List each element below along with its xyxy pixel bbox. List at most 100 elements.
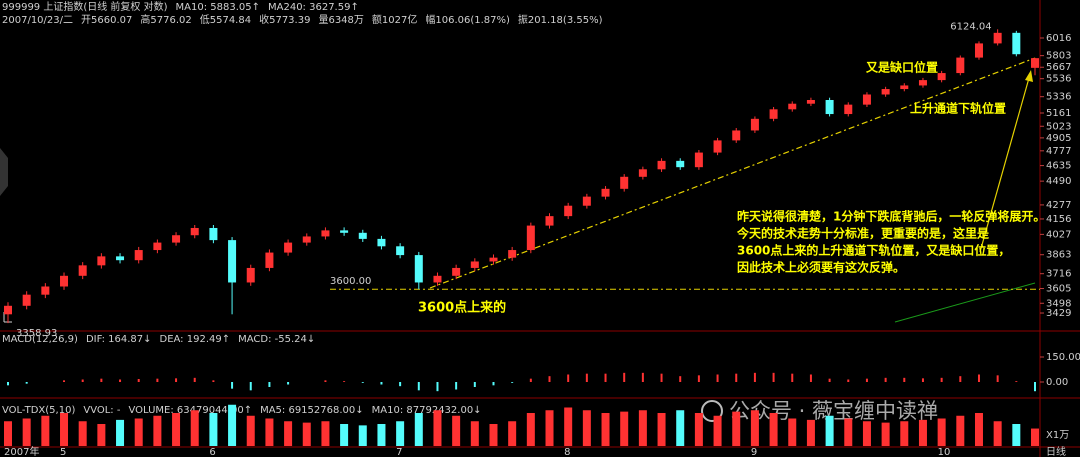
- candle-body: [452, 267, 461, 276]
- volume-bar: [825, 415, 834, 446]
- candle-body: [993, 32, 1002, 44]
- header-item: MA10: 5883.05↑: [176, 2, 260, 13]
- candle-body: [657, 160, 666, 170]
- volume-bar: [582, 410, 591, 446]
- candle-body: [844, 104, 853, 115]
- candle-body: [209, 227, 218, 241]
- y-tick-label: 4635: [1046, 161, 1071, 172]
- candle-body: [676, 160, 685, 168]
- volume-bar: [60, 413, 69, 446]
- candle-body: [78, 265, 87, 276]
- volume-bar: [713, 415, 722, 446]
- x-tick-label: 6: [209, 447, 215, 457]
- annotation: 3600点上来的: [418, 300, 506, 316]
- x-tick-label: 10: [938, 447, 951, 457]
- volume-bar: [750, 410, 759, 446]
- volume-bar: [116, 419, 125, 446]
- header-item: MA5: 69152768.00↓: [260, 405, 364, 416]
- volume-bar: [284, 421, 293, 446]
- volume-bar: [881, 422, 890, 446]
- commentary: 3600点上来的上升通道下轨位置，又是缺口位置，: [737, 243, 1010, 258]
- y-tick-label: 3498: [1046, 298, 1071, 309]
- volume-bar: [489, 424, 498, 446]
- volume-bar: [788, 418, 797, 446]
- candle-body: [881, 89, 890, 95]
- volume-bar: [228, 404, 237, 446]
- header-item: DEA: 192.49↑: [160, 334, 231, 345]
- x-tick-label: 5: [60, 447, 66, 457]
- volume-bar: [1012, 424, 1021, 446]
- volume-bar: [265, 418, 274, 446]
- candle-body: [489, 257, 498, 262]
- volume-bar: [918, 419, 927, 446]
- volume-bar: [974, 413, 983, 446]
- candle-body: [545, 216, 554, 226]
- annotation: 上升通道下轨位置: [910, 101, 1006, 116]
- header-item: MA10: 87792432.00↓: [372, 405, 482, 416]
- volume-bar: [78, 421, 87, 446]
- header-item: VOLUME: 63479044.00↑: [128, 405, 252, 416]
- candle-body: [470, 261, 479, 268]
- y-tick-label: 0.00: [1046, 377, 1068, 388]
- candle-body: [116, 256, 125, 261]
- commentary: 昨天说得很清楚，1分钟下跌底背驰后，一轮反弹将展开。: [737, 209, 1045, 224]
- commentary: 因此技术上必须要有这次反弹。: [737, 260, 905, 275]
- header-item: VVOL: -: [83, 405, 120, 416]
- candle-body: [358, 232, 367, 239]
- candle-body: [620, 176, 629, 189]
- candle-body: [97, 256, 106, 266]
- volume-bar: [620, 411, 629, 446]
- y-tick-label: 5023: [1046, 121, 1071, 132]
- y-tick-label: 5536: [1046, 74, 1071, 85]
- candle-body: [956, 57, 965, 74]
- volume-bar: [358, 425, 367, 446]
- candle-body: [377, 238, 386, 247]
- volume-bar: [993, 421, 1002, 446]
- commentary: 今天的技术走势十分标准，更重要的是，这里是: [736, 226, 990, 241]
- candle-body: [974, 43, 983, 58]
- volume-bar: [340, 424, 349, 446]
- volume-bar: [22, 418, 31, 446]
- volume-bar: [601, 413, 610, 446]
- x-tick-label: 2007年: [4, 445, 39, 457]
- x-tick-label: 9: [751, 447, 757, 457]
- y-tick-label: 3605: [1046, 284, 1071, 295]
- candle-body: [582, 196, 591, 206]
- volume-bar: [676, 410, 685, 446]
- volume-bar: [956, 415, 965, 446]
- candle-body: [22, 294, 31, 306]
- watermark-icon: [701, 400, 723, 422]
- arrow: [979, 77, 1030, 253]
- volume-bar: [41, 415, 50, 446]
- header-item: 2007/10/23/二: [2, 15, 73, 26]
- volume-bar: [657, 413, 666, 446]
- volume-bar: [97, 424, 106, 446]
- arrow-head: [1025, 70, 1033, 82]
- candle-body: [340, 230, 349, 233]
- candle-body: [694, 152, 703, 168]
- y-tick-label: 3429: [1046, 308, 1071, 319]
- header-item: DIF: 164.87↓: [86, 334, 152, 345]
- volume-bar: [433, 410, 442, 446]
- candle-body: [638, 169, 647, 177]
- header-item: 收5773.39: [259, 13, 310, 26]
- header-item: 999999 上证指数(日线 前复权 对数): [2, 0, 168, 13]
- header-item: 开5660.07: [81, 15, 132, 26]
- candle-body: [564, 205, 573, 217]
- candle-body: [190, 227, 199, 236]
- candle-body: [508, 250, 517, 258]
- volume-bar: [806, 419, 815, 446]
- volume-bar: [172, 413, 181, 446]
- candle-body: [1031, 58, 1039, 68]
- side-tab[interactable]: [0, 148, 8, 196]
- volume-bar: [396, 421, 405, 446]
- candle-body: [750, 118, 759, 131]
- low-label: 3358.93: [16, 328, 57, 339]
- volume-bar: [862, 421, 871, 446]
- y-tick-label: 5803: [1046, 51, 1071, 62]
- x-tick-label: 8: [564, 447, 570, 457]
- volume-bar: [377, 424, 386, 446]
- volume-bar: [302, 422, 311, 446]
- header-item: MA240: 3627.59↑: [268, 2, 359, 13]
